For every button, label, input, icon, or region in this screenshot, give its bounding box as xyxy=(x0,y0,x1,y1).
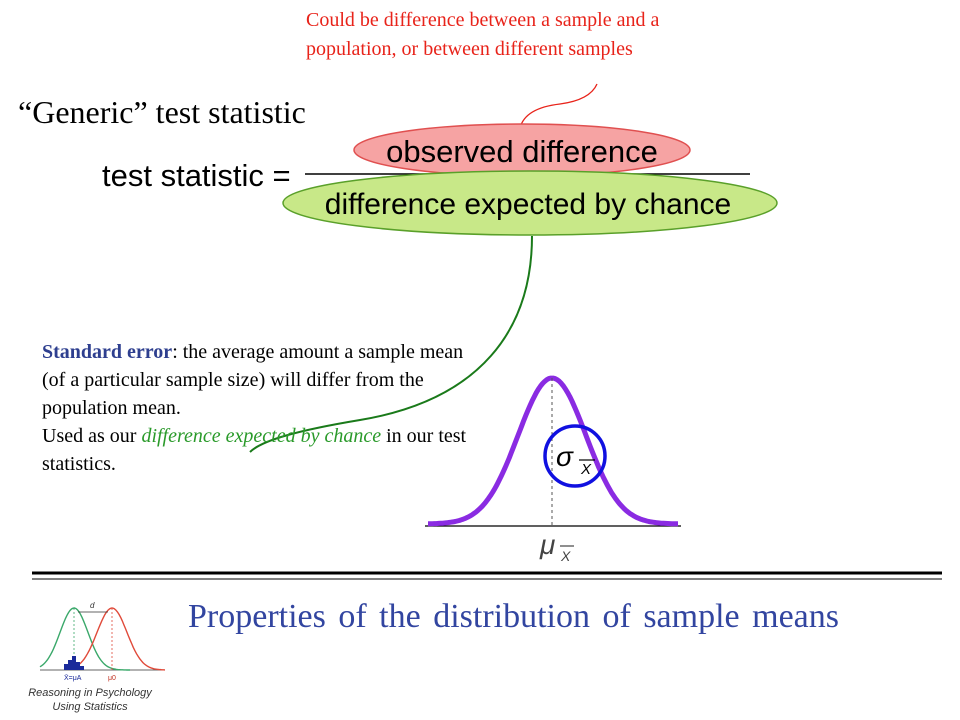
annotation-line-2: population, or between different samples xyxy=(306,38,633,60)
standard-error-definition: : the average amount a sample mean (of a… xyxy=(42,341,464,419)
mu-subscript: X xyxy=(560,548,571,564)
logo-red-curve xyxy=(69,607,166,671)
standard-error-text: Standard error: the average amount a sam… xyxy=(42,338,472,478)
footer-title: Properties of the distribution of sample… xyxy=(188,598,839,635)
denominator-text: difference expected by chance xyxy=(325,188,731,221)
logo-caption-line-1: Reasoning in Psychology xyxy=(28,687,152,699)
used-suffix: in our test statistics. xyxy=(42,425,467,475)
numerator-connector xyxy=(519,83,598,129)
logo-d-label: d xyxy=(90,601,95,610)
logo-mu-a-label: X̄=μA xyxy=(64,674,82,682)
sampling-distribution-plot: σ X μ X xyxy=(425,375,681,564)
logo-hist-bar xyxy=(68,660,72,670)
slide-title: “Generic” test statistic xyxy=(18,94,306,130)
denominator-connector xyxy=(249,235,533,453)
annotation-line-1: Could be difference between a sample and… xyxy=(306,9,660,31)
logo-caption: Reasoning in Psychology Using Statistics xyxy=(10,686,170,714)
logo-mu-0-label: μ0 xyxy=(108,675,116,682)
standard-error-circle xyxy=(543,424,607,488)
logo-chart: d X̄=μA μ0 xyxy=(39,601,166,682)
numerator-text: observed difference xyxy=(386,134,658,169)
mu-symbol: μ xyxy=(539,529,555,560)
logo-hist-bar xyxy=(72,656,76,670)
standard-error-term: Standard error xyxy=(42,341,173,363)
formula-lhs: test statistic = xyxy=(102,158,291,193)
logo-caption-line-2: Using Statistics xyxy=(52,701,128,713)
used-green-phrase: difference expected by chance xyxy=(141,425,382,447)
distribution-curve xyxy=(427,375,679,527)
annotation-text: Could be difference between a sample and… xyxy=(306,6,826,64)
logo-hist-bar xyxy=(80,666,84,670)
logo-hist-bar xyxy=(76,662,80,670)
sigma-subscript: X xyxy=(580,461,592,478)
used-prefix: Used as our xyxy=(42,425,142,447)
logo-green-curve xyxy=(39,607,130,671)
sigma-symbol: σ xyxy=(556,441,574,472)
denominator-ellipse xyxy=(282,170,778,236)
logo-hist-bar xyxy=(64,664,68,670)
